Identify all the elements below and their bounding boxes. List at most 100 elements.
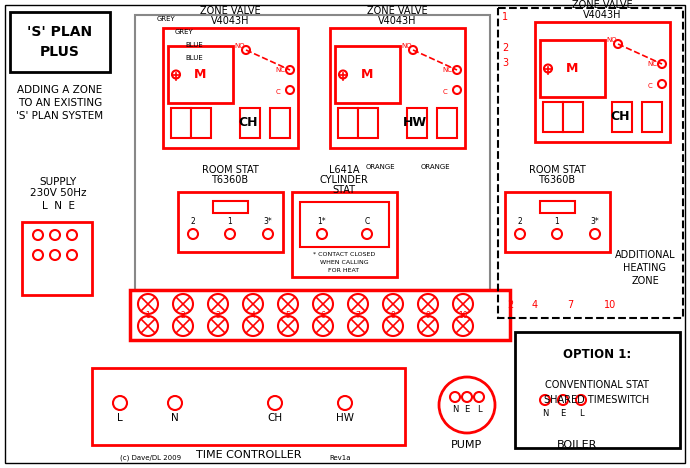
Text: CONVENTIONAL STAT: CONVENTIONAL STAT (545, 380, 649, 390)
Text: N: N (452, 405, 458, 415)
Polygon shape (22, 222, 92, 295)
Polygon shape (642, 102, 662, 132)
Polygon shape (191, 108, 211, 138)
Text: E: E (560, 409, 566, 417)
Text: CH: CH (610, 110, 630, 124)
Text: C: C (275, 89, 280, 95)
Text: L: L (477, 405, 482, 415)
Text: ROOM STAT: ROOM STAT (529, 165, 585, 175)
Text: BLUE: BLUE (185, 42, 203, 48)
Polygon shape (358, 108, 378, 138)
Circle shape (453, 66, 461, 74)
Polygon shape (437, 108, 457, 138)
Circle shape (339, 71, 347, 79)
Text: NC: NC (647, 61, 657, 67)
Text: C: C (442, 89, 447, 95)
Circle shape (67, 250, 77, 260)
Text: M: M (195, 68, 207, 81)
Circle shape (172, 71, 180, 79)
Text: HEATING: HEATING (624, 263, 667, 273)
Text: * CONTACT CLOSED: * CONTACT CLOSED (313, 251, 375, 256)
Circle shape (268, 396, 282, 410)
Circle shape (33, 230, 43, 240)
Text: GREY: GREY (157, 16, 176, 22)
Text: 3: 3 (502, 58, 508, 68)
Polygon shape (130, 290, 510, 340)
Circle shape (225, 229, 235, 239)
Circle shape (313, 294, 333, 314)
Text: 2: 2 (190, 218, 195, 227)
Circle shape (658, 60, 666, 68)
Text: 3: 3 (215, 310, 220, 320)
Circle shape (558, 395, 568, 405)
Text: TO AN EXISTING: TO AN EXISTING (18, 98, 102, 108)
Text: 10: 10 (604, 300, 616, 310)
Text: 2: 2 (181, 310, 186, 320)
Text: 1*: 1* (317, 218, 326, 227)
Text: 3*: 3* (591, 218, 600, 227)
Polygon shape (168, 46, 233, 103)
Text: SHARED TIMESWITCH: SHARED TIMESWITCH (544, 395, 649, 405)
Text: C: C (364, 218, 370, 227)
Text: V4043H: V4043H (377, 16, 416, 26)
Text: NC: NC (275, 67, 285, 73)
Text: T6360B: T6360B (538, 175, 575, 185)
Text: ZONE: ZONE (631, 276, 659, 286)
Text: SUPPLY: SUPPLY (39, 177, 77, 187)
Text: 1: 1 (555, 218, 560, 227)
Text: 4: 4 (532, 300, 538, 310)
Text: 1: 1 (502, 12, 508, 22)
Text: ROOM STAT: ROOM STAT (201, 165, 258, 175)
Text: CH: CH (238, 117, 258, 130)
Polygon shape (292, 192, 397, 277)
Text: L: L (579, 409, 583, 417)
Circle shape (348, 316, 368, 336)
Text: TIME CONTROLLER: TIME CONTROLLER (196, 450, 302, 460)
Text: 2: 2 (507, 300, 513, 310)
Polygon shape (240, 108, 260, 138)
Text: ZONE VALVE: ZONE VALVE (366, 6, 427, 16)
Circle shape (67, 230, 77, 240)
Polygon shape (563, 102, 583, 132)
Polygon shape (612, 102, 632, 132)
Circle shape (409, 46, 417, 54)
Text: PUMP: PUMP (451, 440, 482, 450)
Circle shape (168, 396, 182, 410)
Text: 1: 1 (228, 218, 233, 227)
Text: 4: 4 (250, 310, 255, 320)
Circle shape (208, 294, 228, 314)
Polygon shape (171, 108, 191, 138)
Polygon shape (300, 202, 389, 247)
Text: STAT: STAT (333, 185, 355, 195)
Circle shape (450, 392, 460, 402)
Circle shape (138, 316, 158, 336)
Circle shape (453, 294, 473, 314)
Circle shape (208, 316, 228, 336)
Circle shape (418, 294, 438, 314)
Polygon shape (135, 15, 490, 290)
Text: 'S' PLAN SYSTEM: 'S' PLAN SYSTEM (17, 111, 104, 121)
Text: L641A: L641A (328, 165, 359, 175)
Polygon shape (92, 368, 405, 445)
Circle shape (362, 229, 372, 239)
Text: PLUS: PLUS (40, 45, 80, 59)
Polygon shape (10, 12, 110, 72)
Circle shape (278, 316, 298, 336)
Circle shape (576, 395, 586, 405)
Text: ADDING A ZONE: ADDING A ZONE (17, 85, 103, 95)
Circle shape (243, 316, 263, 336)
Text: WHEN CALLING: WHEN CALLING (319, 259, 368, 264)
Text: V4043H: V4043H (583, 10, 621, 20)
Text: 9: 9 (426, 310, 431, 320)
Circle shape (317, 229, 327, 239)
Polygon shape (335, 46, 400, 103)
Text: ZONE VALVE: ZONE VALVE (572, 0, 632, 10)
Text: 1: 1 (146, 310, 150, 320)
Circle shape (173, 294, 193, 314)
Circle shape (242, 46, 250, 54)
Text: CH: CH (268, 413, 283, 423)
Text: HW: HW (336, 413, 354, 423)
Text: M: M (566, 62, 579, 75)
Circle shape (439, 377, 495, 433)
Circle shape (113, 396, 127, 410)
